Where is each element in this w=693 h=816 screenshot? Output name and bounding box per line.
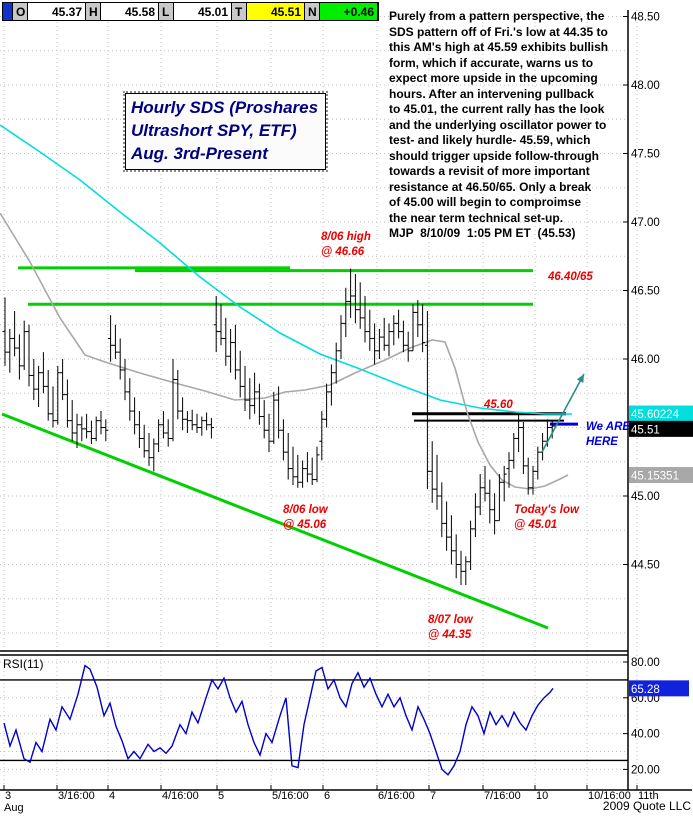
quote-field-label-n: N — [305, 3, 320, 20]
rsi-value-box — [629, 680, 689, 697]
watermark: 2009 Quote LLC — [603, 799, 691, 813]
commentary-line: hours. After an intervening pullback — [389, 86, 594, 101]
projection-arrow-head — [576, 374, 584, 383]
commentary-line: expect more upside in the upcoming — [389, 71, 598, 85]
price-axis-label: 48.50 — [631, 12, 660, 24]
annotation-todays-low: Today's low — [514, 504, 580, 516]
chart-title-line: Aug. 3rd-Present — [131, 144, 268, 163]
annotation-high-806: @ 46.66 — [321, 246, 365, 258]
x-axis-label: 11th — [638, 790, 659, 802]
x-axis-month-label: Aug — [4, 802, 24, 814]
price-axis-label: 47.00 — [631, 217, 660, 229]
quote-field-label-l: L — [159, 3, 174, 20]
annotation-low-806: @ 45.06 — [283, 519, 327, 531]
x-axis-label: 6 — [324, 790, 330, 802]
x-axis-label: 4 — [109, 790, 115, 802]
annotation-high-806: 8/06 high — [321, 231, 371, 243]
x-axis-label: 7 — [430, 790, 436, 802]
price-axis-value-label: 45.51 — [631, 424, 660, 436]
rsi-axis-label: 20.00 — [631, 764, 660, 776]
commentary-line: towards a revisit of more important — [389, 164, 590, 178]
commentary-line: should trigger upside follow-through — [389, 148, 599, 163]
quote-field-value-h: 45.58 — [101, 3, 159, 20]
x-axis-label: 6/16:00 — [378, 790, 415, 802]
price-axis-label: 46.50 — [631, 286, 660, 298]
price-axis-value-box — [629, 405, 693, 422]
rsi-value-label: 65.28 — [631, 684, 660, 696]
quote-field-label-h: H — [86, 3, 101, 20]
commentary-line: to 45.01, the current rally has the look — [389, 102, 605, 116]
price-axis-label: 46.00 — [631, 354, 660, 366]
quote-field-label-o: O — [13, 3, 28, 20]
rsi-panel-label: RSI(11) — [3, 657, 43, 671]
commentary-line: resistance at 46.50/65. Only a break — [389, 179, 592, 194]
rsi-line — [3, 664, 554, 776]
x-axis-label: 5/16:00 — [272, 790, 309, 802]
commentary-line: this AM's high at 45.59 exhibits bullish — [389, 40, 609, 54]
annotation-level-4560: 45.60 — [483, 399, 513, 411]
price-axis-label: 45.00 — [631, 491, 660, 503]
descending-trendline — [1, 412, 549, 630]
quote-field-value-n: +0.46 — [320, 3, 378, 20]
chart-title-line: Hourly SDS (Proshares — [131, 98, 319, 117]
x-axis-label: 5 — [218, 790, 224, 802]
chart-title-box: Hourly SDS (Proshares Ultrashort SPY, ETF… — [123, 91, 329, 172]
price-axis-value-box — [629, 420, 693, 437]
projection-arrow-shaft — [541, 373, 585, 453]
analyst-commentary: Purely from a pattern perspective, the SD… — [389, 9, 627, 242]
commentary-line: the near term technical set-up. — [389, 210, 564, 225]
price-axis-label: 48.00 — [631, 80, 660, 92]
commentary-line: Purely from a pattern perspective, the — [389, 9, 605, 23]
commentary-line: and the underlying oscillator power to — [389, 117, 607, 132]
price-axis-label: 47.50 — [631, 149, 660, 161]
ohlc-bars — [2, 268, 555, 586]
quote-field-value-l: 45.01 — [174, 3, 232, 20]
commentary-line: test- and likely hurdle- 45.59, which — [389, 133, 591, 147]
x-axis-label: 3/16:00 — [58, 790, 95, 802]
price-axis-value-box — [629, 467, 693, 484]
commentary-line: SDS pattern off of Fri.'s low at 44.35 t… — [389, 24, 608, 39]
annotation-low-807: @ 44.35 — [428, 629, 472, 641]
price-axis-value-label: 45.15351 — [631, 471, 679, 483]
rsi-axis-label: 80.00 — [631, 657, 660, 669]
commentary-line: form, which if accurate, warns us to — [389, 55, 594, 70]
x-axis-label: 10 — [536, 790, 548, 802]
chart-title-line: Ultrashort SPY, ETF) — [131, 121, 297, 140]
annotation-we-are-here: We ARE — [586, 421, 630, 433]
x-axis-label: 4/16:00 — [162, 790, 199, 802]
quote-field-value-t: 45.51 — [247, 3, 305, 20]
quote-bar: O 45.37 H 45.58 L 45.01 T 45.51 N +0.46 — [2, 2, 379, 21]
long-ma-line — [0, 124, 572, 415]
x-axis-label: 3 — [5, 790, 11, 802]
commentary-line: MJP 8/10/09 1:05 PM ET (45.53) — [389, 226, 576, 240]
annotation-todays-low: @ 45.01 — [514, 519, 557, 531]
commentary-line: of 45.00 will begin to comproimse — [389, 195, 582, 209]
quote-field-label-t: T — [232, 3, 247, 20]
annotation-res-4640: 46.40/65 — [547, 271, 593, 283]
rsi-axis-label: 40.00 — [631, 729, 660, 741]
symbol-color-swatch-icon — [3, 3, 13, 20]
annotation-we-are-here: HERE — [586, 436, 618, 448]
x-axis-label: 10/16:00 — [588, 790, 631, 802]
annotation-low-807: 8/07 low — [428, 614, 474, 626]
price-axis-value-label: 45.60224 — [631, 409, 680, 421]
price-axis-label: 44.50 — [631, 560, 660, 572]
x-axis-label: 7/16:00 — [484, 790, 521, 802]
chart-title-inner: Hourly SDS (Proshares Ultrashort SPY, ETF… — [125, 93, 327, 170]
quote-field-value-o: 45.37 — [28, 3, 86, 20]
annotation-low-806: 8/06 low — [283, 504, 329, 516]
